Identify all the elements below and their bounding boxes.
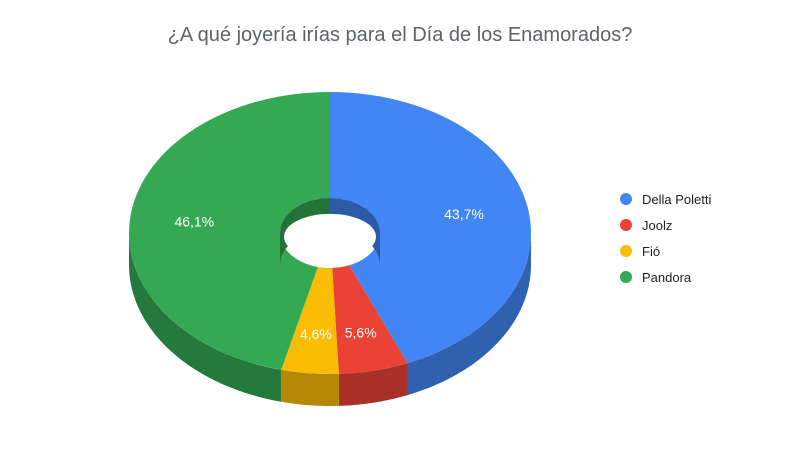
pie-hole-opening	[284, 213, 376, 260]
slice-label-3: 4,6%	[300, 326, 332, 342]
pie-slice-2	[332, 265, 408, 374]
legend-swatch-4	[620, 271, 632, 283]
legend-label-2: Joolz	[642, 217, 673, 233]
pie-slices	[129, 92, 531, 375]
legend-swatch-3	[620, 245, 632, 257]
pie-side-2	[338, 363, 408, 406]
pie-slice-labels: 43,7% 5,6% 4,6% 46,1%	[174, 206, 483, 342]
slice-label-4: 46,1%	[174, 213, 214, 229]
pie-side-4	[129, 233, 282, 402]
legend-item-2: Joolz	[620, 212, 711, 238]
legend-swatch-1	[620, 193, 632, 205]
legend-swatch-2	[620, 219, 632, 231]
legend-item-1: Della Poletti	[620, 186, 711, 212]
slice-label-1: 43,7%	[444, 206, 484, 222]
pie-slice-1	[330, 92, 531, 364]
pie-side-3	[281, 369, 339, 406]
legend-label-1: Della Poletti	[642, 191, 712, 207]
pie-slice-4	[129, 92, 330, 370]
legend-item-4: Pandora	[620, 264, 711, 290]
legend-label-4: Pandora	[642, 269, 692, 285]
chart-legend: Della Poletti Joolz Fió Pandora	[620, 186, 711, 290]
pie-slice-3	[281, 266, 339, 375]
legend-label-3: Fió	[642, 243, 661, 259]
pie-side-walls	[129, 233, 531, 406]
slice-label-2: 5,6%	[345, 324, 377, 340]
legend-item-3: Fió	[620, 238, 711, 264]
pie-side-1	[407, 233, 531, 396]
chart-title: ¿A qué joyería irías para el Día de los …	[167, 24, 633, 46]
